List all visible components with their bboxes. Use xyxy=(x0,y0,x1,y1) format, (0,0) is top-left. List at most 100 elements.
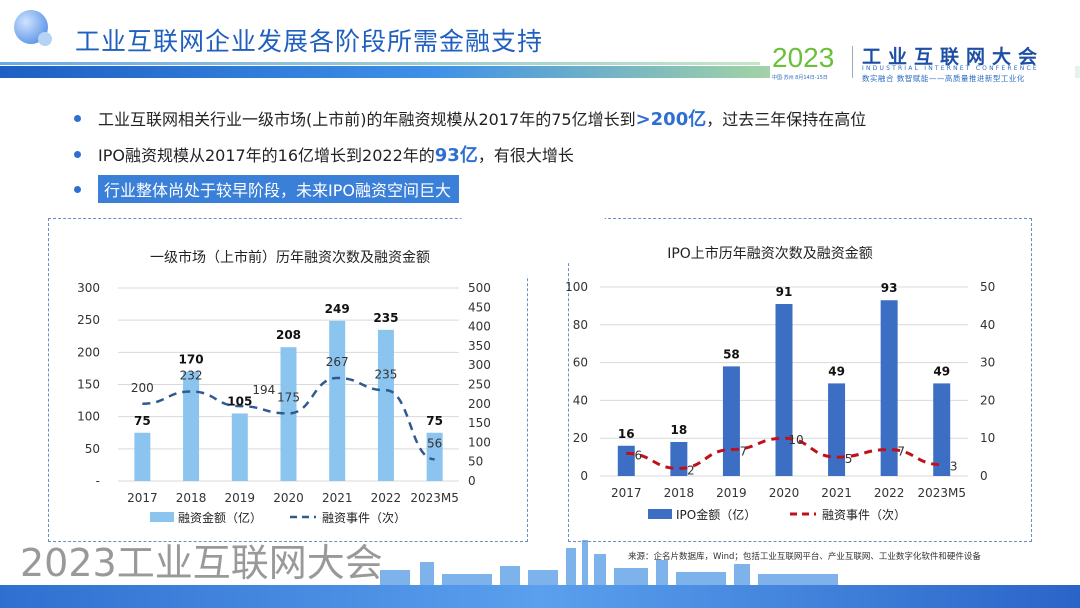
legend-label: IPO金额（亿） xyxy=(676,507,756,522)
x-tick-label: 2018 xyxy=(664,486,695,500)
y-right-tick-label: 200 xyxy=(468,397,491,411)
bar xyxy=(377,329,394,481)
y-right-tick-label: 30 xyxy=(980,356,995,370)
y-left-tick-label: 100 xyxy=(77,410,100,424)
bar-data-label: 249 xyxy=(325,302,350,316)
x-tick-label: 2020 xyxy=(273,491,304,505)
y-right-tick-label: 450 xyxy=(468,300,491,314)
line-data-label: 5 xyxy=(845,452,853,466)
legend-bar-swatch xyxy=(648,509,672,519)
bar-data-label: 170 xyxy=(179,353,204,367)
x-tick-label: 2017 xyxy=(611,486,642,500)
x-tick-label: 2018 xyxy=(176,491,207,505)
legend-label: 融资事件（次） xyxy=(822,508,906,522)
y-right-tick-label: 250 xyxy=(468,378,491,392)
bar xyxy=(775,304,793,476)
bar-data-label: 93 xyxy=(881,281,898,295)
chart-panel-right xyxy=(568,218,1032,542)
legend-label: 融资金额（亿） xyxy=(178,510,262,525)
y-left-tick-label: - xyxy=(96,474,100,488)
legend-label: 融资事件（次） xyxy=(322,511,406,525)
line-data-label: 7 xyxy=(740,445,748,459)
bar xyxy=(880,300,898,476)
y-right-tick-label: 20 xyxy=(980,393,995,407)
y-left-tick-label: 200 xyxy=(77,345,100,359)
bar-data-label: 75 xyxy=(426,414,443,428)
bar-data-label: 105 xyxy=(227,394,252,408)
x-tick-label: 2019 xyxy=(225,491,256,505)
bullet-highlight: 93亿 xyxy=(434,145,478,166)
chart-title: 一级市场（上市前）历年融资次数及融资金额 xyxy=(150,249,430,266)
y-left-tick-label: 0 xyxy=(580,469,588,483)
x-tick-label: 2021 xyxy=(322,491,353,505)
bullet-text: IPO融资规模从2017年的16亿增长到2022年的 xyxy=(98,146,435,165)
y-left-tick-label: 250 xyxy=(77,313,100,327)
bullet-dot-icon xyxy=(74,114,81,122)
y-left-tick-label: 50 xyxy=(85,442,100,456)
bullet-text: ，有很大增长 xyxy=(477,146,574,165)
bar xyxy=(231,413,248,481)
bullet-item: IPO融资规模从2017年的16亿增长到2022年的93亿，有很大增长 xyxy=(74,141,574,167)
bar xyxy=(722,366,740,476)
conference-logo: 2023 中国·苏州 8月14日-15日 工业互联网大会 INDUSTRIAL … xyxy=(770,42,1075,84)
y-left-tick-label: 80 xyxy=(573,318,588,332)
y-right-tick-label: 10 xyxy=(980,431,995,445)
brand-name: 工业互联网大会 xyxy=(862,46,1045,68)
y-left-tick-label: 100 xyxy=(565,280,588,294)
slide-title: 工业互联网企业发展各阶段所需金融支持 xyxy=(75,27,544,56)
y-right-tick-label: 0 xyxy=(468,474,476,488)
bar xyxy=(426,432,443,481)
x-tick-label: 2023M5 xyxy=(917,486,966,500)
y-right-tick-label: 50 xyxy=(468,455,483,469)
source-note: 来源：企名片数据库，Wind；包括工业互联网平台、产业互联网、工业数字化软件和硬… xyxy=(628,552,981,562)
chart-title: IPO上市历年融资次数及融资金额 xyxy=(667,245,873,262)
y-right-tick-label: 400 xyxy=(468,320,491,334)
bar-data-label: 91 xyxy=(776,285,793,299)
y-right-tick-label: 0 xyxy=(980,469,988,483)
bar-data-label: 49 xyxy=(933,364,950,378)
logo-small-circle-icon xyxy=(38,32,52,46)
bar-data-label: 208 xyxy=(276,328,301,342)
x-tick-label: 2017 xyxy=(127,491,158,505)
bar xyxy=(329,320,346,481)
x-tick-label: 2022 xyxy=(371,491,402,505)
series-line xyxy=(142,376,435,461)
bar xyxy=(183,371,200,481)
bar xyxy=(617,445,635,476)
y-right-tick-label: 500 xyxy=(468,281,491,295)
bar xyxy=(933,383,951,476)
line-data-label: 232 xyxy=(180,368,203,382)
bullet-dot-icon xyxy=(74,150,81,158)
y-right-tick-label: 100 xyxy=(468,435,491,449)
line-data-label: 10 xyxy=(788,433,803,447)
line-data-label: 3 xyxy=(950,460,958,474)
line-data-label: 7 xyxy=(897,445,905,459)
y-left-tick-label: 40 xyxy=(573,393,588,407)
title-accent-line xyxy=(0,62,760,65)
brand-separator xyxy=(852,46,853,78)
bar-data-label: 235 xyxy=(373,311,398,325)
line-data-label: 56 xyxy=(427,436,442,450)
bar xyxy=(670,441,688,476)
y-left-tick-label: 150 xyxy=(77,378,100,392)
brand-date: 中国·苏州 8月14日-15日 xyxy=(772,75,828,81)
bullet-item-highlighted: 行业整体尚处于较早阶段，未来IPO融资空间巨大 xyxy=(74,175,459,203)
bar-data-label: 49 xyxy=(828,364,845,378)
line-data-label: 6 xyxy=(634,448,642,462)
y-right-tick-label: 350 xyxy=(468,339,491,353)
x-tick-label: 2019 xyxy=(716,486,747,500)
y-right-tick-label: 40 xyxy=(980,318,995,332)
brand-slogan: 数实融合 数智赋能——高质量推进新型工业化 xyxy=(862,74,1025,83)
bullet-text: 行业整体尚处于较早阶段，未来IPO融资空间巨大 xyxy=(98,175,459,203)
y-left-tick-label: 60 xyxy=(573,356,588,370)
bar-data-label: 18 xyxy=(671,423,688,437)
bullet-text: ，过去三年保持在高位 xyxy=(706,110,867,129)
y-right-tick-label: 50 xyxy=(980,280,995,294)
city-skyline-decoration xyxy=(380,540,838,588)
legend-bar-swatch xyxy=(150,512,174,522)
y-right-tick-label: 150 xyxy=(468,416,491,430)
y-left-tick-label: 300 xyxy=(77,281,100,295)
bottom-band xyxy=(0,585,1080,608)
x-tick-label: 2020 xyxy=(769,486,800,500)
